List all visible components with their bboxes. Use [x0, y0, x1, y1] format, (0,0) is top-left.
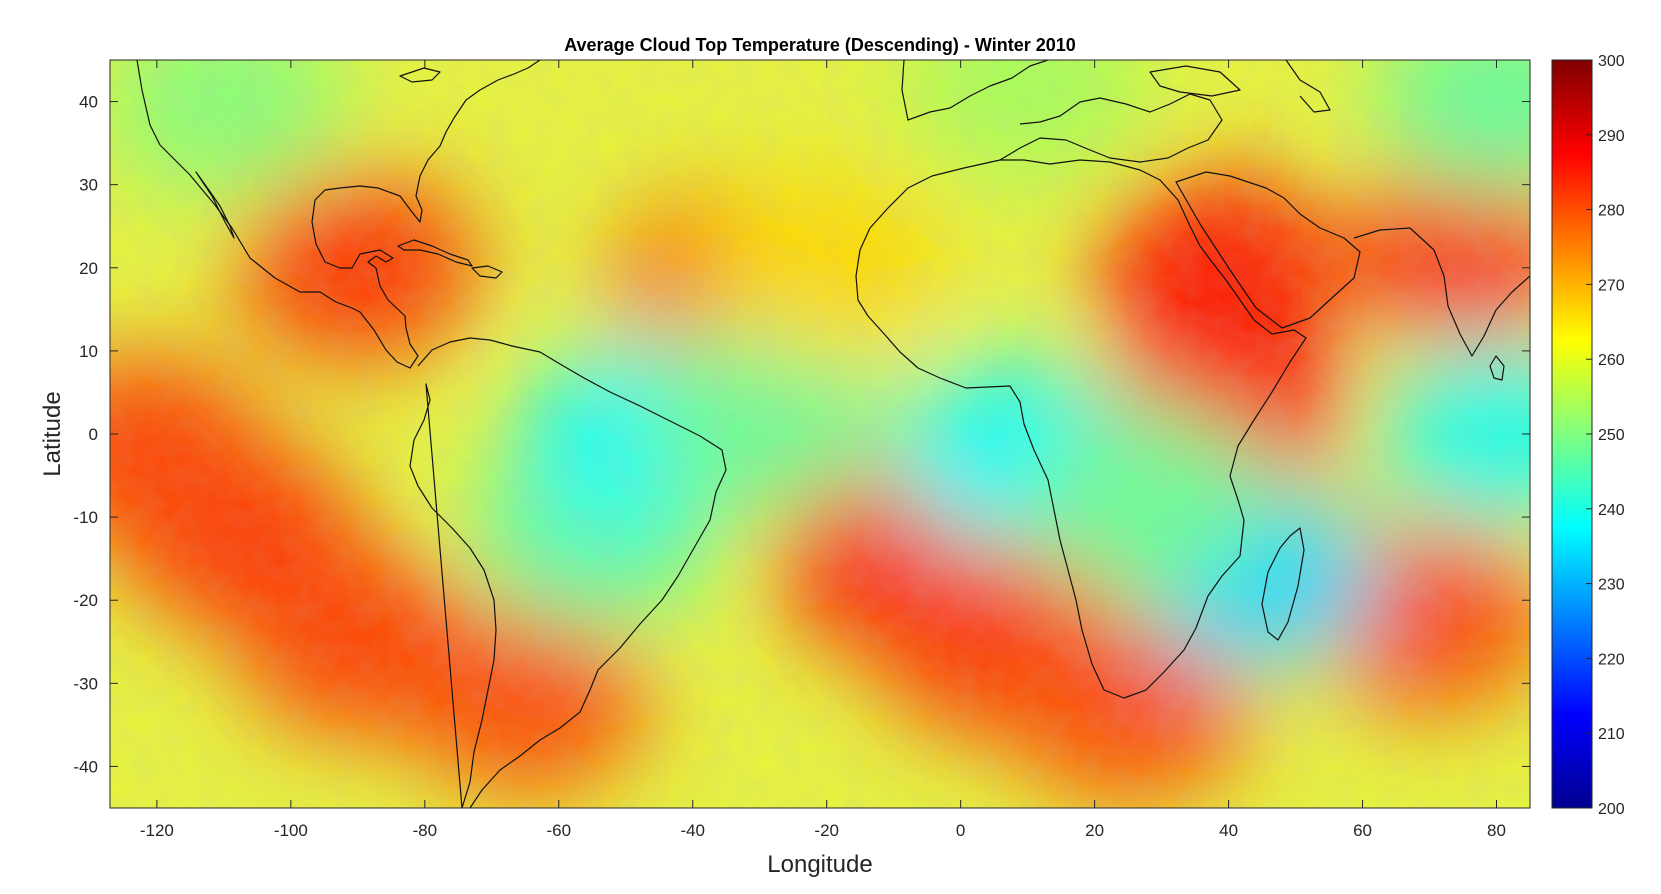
y-tick-label-5: -10: [73, 508, 98, 527]
colorbar: 300 290 280 270 260 250 240 230 220 210 200: [1551, 53, 1625, 818]
colorbar-gradient: [1551, 59, 1593, 809]
x-tick-label-5: -20: [814, 821, 839, 840]
x-tick-label-2: -80: [413, 821, 438, 840]
coastline-europe: [901, 60, 1049, 121]
x-tick-label-9: 60: [1353, 821, 1372, 840]
y-tick-label-3: 10: [79, 342, 98, 361]
coastline-black-sea: [1149, 65, 1241, 97]
coastlines: [136, 60, 1530, 808]
colorbar-tick-label-7: 230: [1598, 577, 1625, 594]
x-tick-label-3: -60: [546, 821, 571, 840]
x-axis-label: Longitude: [767, 851, 872, 878]
colorbar-tick-label-8: 220: [1598, 651, 1625, 668]
colorbar-tick-label-3: 270: [1598, 277, 1625, 294]
coastline-north-america: [136, 60, 541, 369]
chart-title: Average Cloud Top Temperature (Descendin…: [564, 35, 1076, 55]
y-tick-label-2: 20: [79, 259, 98, 278]
y-tick-label-8: -40: [73, 757, 98, 776]
coastline-india: [1353, 227, 1530, 357]
y-axis-label: Latitude: [39, 391, 66, 476]
coastline-madagascar: [1261, 527, 1305, 641]
x-tick-label-8: 40: [1219, 821, 1238, 840]
heatmap-texture: [110, 60, 1530, 808]
colorbar-tick-label-1: 290: [1598, 128, 1625, 145]
x-axis-ticks: -120 -100 -80 -60 -40 -20 0 20 40 60 80: [140, 60, 1506, 840]
colorbar-tick-label-4: 260: [1598, 352, 1625, 369]
colorbar-tick-label-5: 250: [1598, 427, 1625, 444]
y-axis-ticks: 40 30 20 10 0 -10 -20 -30 -40: [73, 93, 1530, 776]
y-tick-label-6: -20: [73, 591, 98, 610]
coastline-cuba: [397, 239, 473, 267]
coastline-baja: [195, 171, 235, 239]
colorbar-tick-label-10: 200: [1598, 801, 1625, 818]
x-tick-label-4: -40: [680, 821, 705, 840]
colorbar-tick-label-9: 210: [1598, 726, 1625, 743]
coastline-hispaniola: [471, 265, 503, 279]
coastline-caspian: [1285, 60, 1331, 113]
x-tick-label-6: 0: [956, 821, 965, 840]
coastline-africa: [855, 159, 1307, 699]
colorbar-tick-label-2: 280: [1598, 203, 1625, 220]
x-tick-label-7: 20: [1085, 821, 1104, 840]
y-tick-label-4: 0: [89, 425, 98, 444]
colorbar-tick-label-6: 240: [1598, 502, 1625, 519]
y-tick-label-7: -30: [73, 674, 98, 693]
colorbar-ticks: 300 290 280 270 260 250 240 230 220 210 200: [1586, 53, 1625, 818]
x-tick-label-10: 80: [1487, 821, 1506, 840]
y-tick-label-1: 30: [79, 176, 98, 195]
x-tick-label-0: -120: [140, 821, 174, 840]
coastline-sri-lanka: [1489, 355, 1505, 381]
y-tick-label-0: 40: [79, 93, 98, 112]
plot-area: [110, 60, 1530, 808]
coastline-arabia: [1175, 171, 1361, 329]
coastline-newfoundland: [399, 67, 441, 83]
colorbar-tick-label-0: 300: [1598, 53, 1625, 70]
x-tick-label-1: -100: [274, 821, 308, 840]
coastline-mediterranean: [999, 93, 1223, 163]
coastline-south-america: [409, 337, 727, 808]
